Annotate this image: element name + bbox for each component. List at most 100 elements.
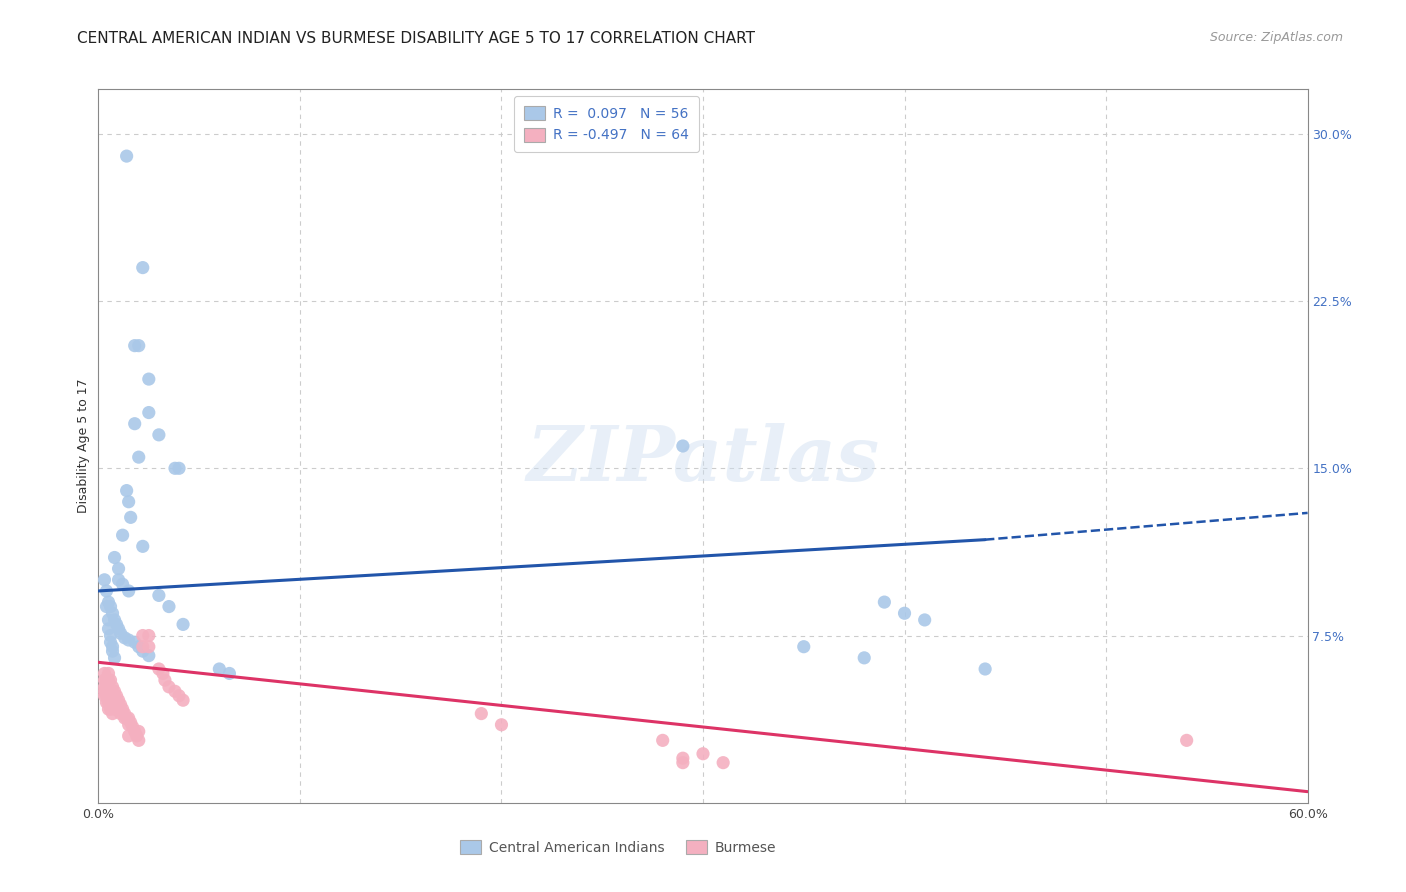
Point [491, 717, 513, 731]
Point [101, 689, 124, 703]
Point [218, 666, 240, 681]
Point [111, 577, 134, 591]
Point [120, 510, 142, 524]
Point [124, 417, 146, 431]
Point [167, 689, 190, 703]
Point [172, 617, 194, 632]
Point [125, 729, 148, 743]
Point [100, 599, 122, 614]
Point [107, 573, 129, 587]
Point [96, 673, 118, 687]
Point [132, 644, 155, 658]
Y-axis label: Disability Age 5 to 17: Disability Age 5 to 17 [77, 379, 90, 513]
Point [672, 751, 695, 765]
Point [93, 680, 115, 694]
Point [163, 684, 186, 698]
Point [138, 372, 160, 386]
Point [111, 702, 134, 716]
Point [132, 260, 155, 275]
Point [157, 599, 180, 614]
Point [128, 640, 150, 654]
Point [128, 724, 150, 739]
Point [118, 717, 141, 731]
Point [101, 698, 124, 712]
Point [97, 613, 120, 627]
Point [120, 715, 142, 730]
Point [114, 711, 136, 725]
Point [100, 673, 122, 687]
Point [100, 635, 122, 649]
Point [107, 693, 129, 707]
Point [100, 702, 122, 716]
Point [97, 622, 120, 636]
Point [914, 613, 936, 627]
Point [97, 696, 120, 710]
Point [114, 631, 136, 645]
Point [96, 599, 118, 614]
Point [107, 562, 129, 576]
Point [138, 628, 160, 642]
Point [110, 626, 132, 640]
Point [651, 733, 673, 747]
Point [96, 689, 118, 703]
Point [115, 711, 138, 725]
Point [93, 573, 115, 587]
Legend: Central American Indians, Burmese: Central American Indians, Burmese [454, 834, 782, 860]
Point [103, 651, 125, 665]
Point [93, 689, 115, 703]
Point [101, 644, 124, 658]
Point [974, 662, 997, 676]
Point [124, 724, 146, 739]
Point [101, 706, 124, 721]
Point [105, 617, 128, 632]
Point [132, 628, 155, 642]
Point [138, 648, 160, 663]
Point [148, 589, 170, 603]
Point [110, 706, 132, 721]
Point [172, 693, 194, 707]
Point [167, 461, 190, 475]
Point [111, 528, 134, 542]
Point [208, 662, 231, 676]
Point [711, 756, 734, 770]
Point [873, 595, 896, 609]
Point [118, 583, 141, 598]
Point [118, 711, 141, 725]
Point [148, 427, 170, 442]
Point [101, 680, 124, 694]
Point [101, 607, 124, 621]
Point [132, 539, 155, 553]
Point [128, 733, 150, 747]
Point [93, 666, 115, 681]
Point [97, 689, 120, 703]
Point [853, 651, 876, 665]
Point [97, 666, 120, 681]
Point [115, 483, 138, 498]
Point [152, 666, 174, 681]
Point [96, 680, 118, 694]
Point [118, 494, 141, 508]
Point [115, 149, 138, 163]
Point [103, 693, 125, 707]
Point [103, 613, 125, 627]
Point [96, 696, 118, 710]
Point [103, 550, 125, 565]
Point [118, 729, 141, 743]
Point [157, 680, 180, 694]
Point [148, 662, 170, 676]
Point [132, 640, 155, 654]
Point [105, 698, 128, 712]
Point [110, 698, 132, 712]
Text: Source: ZipAtlas.com: Source: ZipAtlas.com [1209, 31, 1343, 45]
Point [793, 640, 815, 654]
Point [153, 673, 176, 687]
Point [97, 680, 120, 694]
Point [128, 450, 150, 464]
Point [100, 684, 122, 698]
Point [470, 706, 492, 721]
Point [128, 338, 150, 352]
Point [124, 635, 146, 649]
Point [107, 702, 129, 716]
Point [93, 673, 115, 687]
Text: ZIPatlas: ZIPatlas [526, 424, 880, 497]
